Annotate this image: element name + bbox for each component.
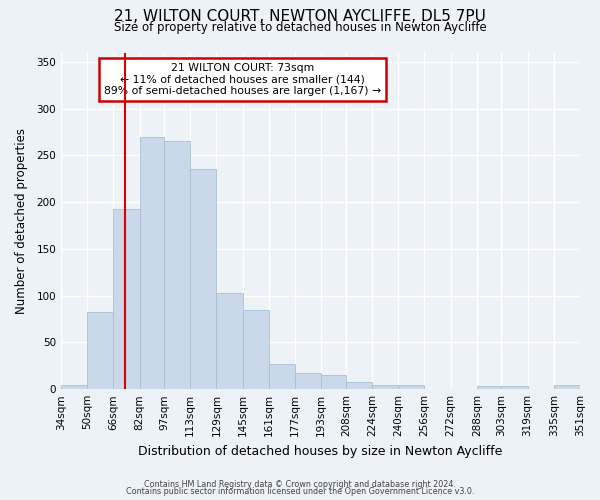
Bar	[242, 310, 269, 389]
Text: Contains public sector information licensed under the Open Government Licence v3: Contains public sector information licen…	[126, 487, 474, 496]
Text: Contains HM Land Registry data © Crown copyright and database right 2024.: Contains HM Land Registry data © Crown c…	[144, 480, 456, 489]
Text: Size of property relative to detached houses in Newton Aycliffe: Size of property relative to detached ho…	[113, 21, 487, 34]
Bar	[113, 208, 140, 389]
Bar	[295, 374, 321, 389]
Bar	[269, 364, 295, 389]
Bar	[321, 375, 346, 389]
Bar	[61, 384, 87, 389]
Bar	[477, 386, 502, 389]
Bar	[217, 293, 242, 389]
X-axis label: Distribution of detached houses by size in Newton Aycliffe: Distribution of detached houses by size …	[138, 444, 503, 458]
Bar	[398, 386, 424, 389]
Bar	[554, 386, 580, 389]
Bar	[346, 382, 372, 389]
Bar	[87, 312, 113, 389]
Text: 21, WILTON COURT, NEWTON AYCLIFFE, DL5 7PU: 21, WILTON COURT, NEWTON AYCLIFFE, DL5 7…	[114, 9, 486, 24]
Bar	[372, 384, 398, 389]
Bar	[140, 136, 164, 389]
Bar	[190, 170, 217, 389]
Y-axis label: Number of detached properties: Number of detached properties	[15, 128, 28, 314]
Bar	[164, 142, 190, 389]
Text: 21 WILTON COURT: 73sqm
← 11% of detached houses are smaller (144)
89% of semi-de: 21 WILTON COURT: 73sqm ← 11% of detached…	[104, 62, 381, 96]
Bar	[502, 386, 527, 389]
